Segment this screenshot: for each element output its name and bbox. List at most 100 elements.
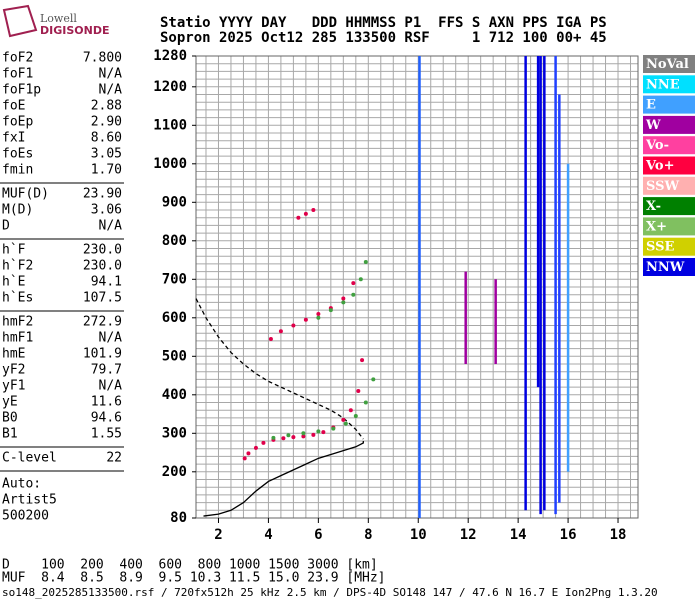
echo-point <box>303 317 308 322</box>
y-tick-label: 1200 <box>153 79 187 95</box>
echo-point <box>303 211 308 216</box>
legend-swatch <box>643 258 695 276</box>
plot-frame <box>195 55 639 519</box>
param-name: B1 <box>2 427 18 442</box>
param-value: 101.9 <box>83 347 122 362</box>
param-name: h`F <box>2 243 26 258</box>
echo-point <box>278 329 283 334</box>
legend-swatch <box>643 95 695 114</box>
param-value: 3.05 <box>91 147 122 162</box>
param-value: N/A <box>99 331 123 346</box>
param-value: 7.800 <box>83 51 122 66</box>
echo-point <box>316 311 321 316</box>
legend-swatch <box>643 237 695 256</box>
echo-point <box>341 296 346 301</box>
note: 500200 <box>2 509 49 524</box>
echo-point <box>358 277 363 282</box>
echo-point <box>253 445 258 450</box>
echo-point <box>328 308 333 313</box>
echo-point <box>261 440 266 445</box>
param-value: 230.0 <box>83 259 122 274</box>
param-name: hmF1 <box>2 331 33 346</box>
legend-swatch <box>643 136 695 155</box>
echo-point <box>363 259 368 264</box>
echo-point <box>242 456 247 461</box>
x-tick-label: 14 <box>510 527 527 543</box>
param-value: 23.90 <box>83 187 122 202</box>
x-tick-label: 8 <box>364 527 372 543</box>
header-line: Statio YYYY DAY DDD HHMMSS P1 FFS S AXN … <box>160 15 607 31</box>
y-tick-label: 500 <box>162 348 187 364</box>
legend-swatch <box>643 156 695 175</box>
echo-point <box>360 358 365 363</box>
legend-label: X+ <box>646 219 667 234</box>
echo-point <box>343 421 348 426</box>
echo-point <box>296 215 301 220</box>
y-tick-label: 1000 <box>153 156 187 172</box>
param-name: h`Es <box>2 291 33 306</box>
logo-line1: Lowell <box>40 12 77 25</box>
echo-point <box>348 408 353 413</box>
footer: so148_2025285133500.rsf / 720fx512h 25 k… <box>2 586 658 599</box>
param-value: 79.7 <box>91 363 122 378</box>
param-name: foF1p <box>2 83 41 98</box>
legend-label: SSW <box>646 179 679 194</box>
param-name: hmF2 <box>2 315 33 330</box>
y-tick-label: 80 <box>170 510 187 526</box>
header-line: Sopron 2025 Oct12 285 133500 RSF 1 712 1… <box>160 30 607 46</box>
muf-row: D 100 200 400 600 800 1000 1500 3000 [km… <box>2 558 378 573</box>
echo-point <box>291 323 296 328</box>
param-name: foEp <box>2 115 33 130</box>
y-tick-label: 200 <box>162 464 187 480</box>
x-tick-label: 12 <box>460 527 477 543</box>
echo-point <box>321 430 326 435</box>
legend-swatch <box>643 75 695 94</box>
legend-label: NoVal <box>646 57 689 72</box>
logo-icon <box>2 4 38 38</box>
param-name: yF2 <box>2 363 25 378</box>
echo-point <box>341 417 346 422</box>
echo-point <box>351 292 356 297</box>
y-tick-label: 900 <box>162 194 187 210</box>
legend-swatch <box>643 176 695 195</box>
param-name: D <box>2 219 10 234</box>
legend-swatch <box>643 115 695 134</box>
x-tick-label: 10 <box>410 527 427 543</box>
param-name: fxI <box>2 131 25 146</box>
param-name: foF1 <box>2 67 33 82</box>
echo-point <box>291 435 296 440</box>
echo-point <box>301 434 306 439</box>
legend-label: Vo+ <box>645 159 674 174</box>
echo-point <box>246 451 251 456</box>
param-name: foE <box>2 99 25 114</box>
param-value: N/A <box>99 83 123 98</box>
param-value: 2.88 <box>91 99 122 114</box>
echo-point <box>356 388 361 393</box>
y-tick-label: 1280 <box>153 48 187 64</box>
param-name: fmin <box>2 163 33 178</box>
y-tick-label: 800 <box>162 233 187 249</box>
echo-point <box>301 431 306 436</box>
param-value: N/A <box>99 219 123 234</box>
param-name: hmE <box>2 347 25 362</box>
echo-point <box>271 435 276 440</box>
param-name: yE <box>2 395 18 410</box>
echo-point <box>331 426 336 431</box>
param-name: yF1 <box>2 379 25 394</box>
echo-point <box>351 281 356 286</box>
param-name: h`F2 <box>2 259 33 274</box>
x-tick-label: 2 <box>214 527 222 543</box>
echo-point <box>268 336 273 341</box>
muf-row: MUF 8.4 8.5 8.9 9.5 10.3 11.5 15.0 23.9 … <box>2 571 386 586</box>
param-name: B0 <box>2 411 18 426</box>
echo-point <box>311 432 316 437</box>
profile-line <box>203 441 364 517</box>
x-tick-label: 4 <box>264 527 272 543</box>
x-tick-label: 6 <box>314 527 322 543</box>
echo-point <box>281 436 286 441</box>
param-value: N/A <box>99 67 123 82</box>
legend-label: Vo- <box>645 138 669 153</box>
legend-label: W <box>645 118 661 133</box>
param-value: 272.9 <box>83 315 122 330</box>
y-tick-label: 1100 <box>153 117 187 133</box>
